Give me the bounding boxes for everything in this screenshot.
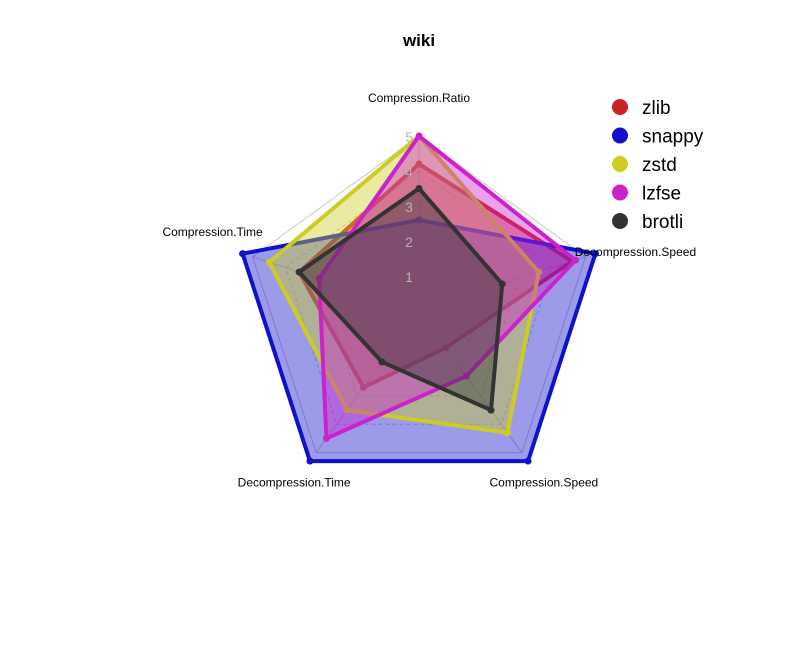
series-area-snappy <box>240 218 598 464</box>
point-brotli-compression-speed <box>487 406 495 414</box>
point-zstd-compression-speed <box>503 429 511 437</box>
legend-swatch-zlib <box>612 99 628 115</box>
point-brotli-compression-ratio <box>415 185 423 192</box>
legend-item-zlib: zlib <box>612 98 671 119</box>
point-brotli-compression-time <box>295 268 303 276</box>
legend-item-brotli: brotli <box>612 212 683 233</box>
chart-title: wiki <box>402 31 435 50</box>
point-snappy-decompression-speed <box>591 250 599 258</box>
tick-label-4: 4 <box>405 164 413 180</box>
axis-label-decompression-time: Decompression.Time <box>238 476 351 490</box>
point-lzfse-compression-speed <box>462 372 470 380</box>
legend-label-zlib: zlib <box>642 98 671 119</box>
point-zlib-compression-ratio <box>415 160 423 168</box>
legend-swatch-snappy <box>612 127 628 144</box>
point-zstd-decompression-speed <box>535 268 543 276</box>
grid-ring-5 <box>251 135 587 454</box>
point-zstd-compression-time <box>265 258 273 266</box>
radar-axis-labels: Compression.Ratio Decompression.Speed Comp… <box>162 91 696 490</box>
series-area-brotli <box>297 186 505 413</box>
point-snappy-compression-ratio <box>415 216 423 224</box>
radar-ticks: 1 2 3 4 5 <box>405 129 413 285</box>
spoke-compression-speed <box>418 310 523 453</box>
axis-label-compression-speed: Compression.Speed <box>489 476 598 490</box>
point-brotli-decompression-time <box>378 358 386 366</box>
point-lzfse-decompression-time <box>322 434 330 442</box>
point-zlib-compression-speed <box>442 344 450 352</box>
spoke-decompression-time <box>315 310 420 453</box>
legend-label-lzfse: lzfse <box>642 184 681 205</box>
legend-label-brotli: brotli <box>642 212 683 233</box>
legend-item-snappy: snappy <box>612 127 704 148</box>
point-brotli-decompression-speed <box>498 280 506 288</box>
tick-label-2: 2 <box>405 234 413 250</box>
radar-series <box>239 132 599 465</box>
axis-label-compression-ratio: Compression.Ratio <box>368 91 470 105</box>
tick-label-5: 5 <box>405 129 413 145</box>
legend-label-snappy: snappy <box>642 127 704 148</box>
series-zstd <box>265 132 543 437</box>
series-snappy <box>239 216 599 465</box>
grid-ring-1 <box>385 275 453 340</box>
legend-item-lzfse: lzfse <box>612 184 681 205</box>
point-lzfse-decompression-speed <box>571 256 579 264</box>
series-brotli <box>295 185 506 414</box>
series-area-zstd <box>267 134 541 435</box>
legend-label-zstd: zstd <box>642 155 677 176</box>
point-lzfse-compression-ratio <box>415 132 423 140</box>
spoke-compression-time <box>252 256 420 312</box>
legend-swatch-lzfse <box>612 184 628 201</box>
tick-label-3: 3 <box>405 199 413 215</box>
point-snappy-decompression-time <box>306 457 314 465</box>
point-zlib-decompression-time <box>359 383 367 391</box>
point-zstd-decompression-time <box>343 406 351 414</box>
tick-label-1: 1 <box>405 269 413 285</box>
point-lzfse-compression-time <box>315 275 323 283</box>
point-snappy-compression-time <box>239 250 247 258</box>
grid-ring-2 <box>351 240 487 369</box>
axis-label-decompression-speed: Decompression.Speed <box>575 245 696 259</box>
legend: zlib snappy zstd lzfse brotli <box>612 98 704 233</box>
legend-swatch-brotli <box>612 213 628 229</box>
axis-label-compression-time: Compression.Time <box>162 225 263 239</box>
legend-swatch-zstd <box>612 156 628 172</box>
point-snappy-compression-speed <box>524 457 532 465</box>
legend-item-zstd: zstd <box>612 155 677 176</box>
